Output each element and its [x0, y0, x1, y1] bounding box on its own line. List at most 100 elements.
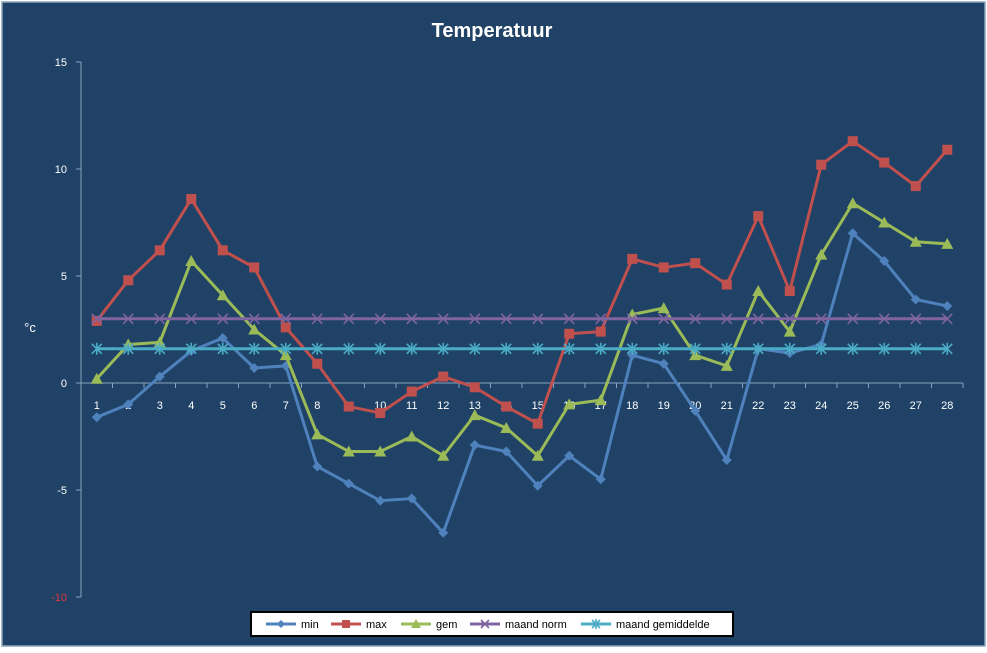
data-point: [532, 342, 544, 355]
data-point: [879, 256, 890, 267]
data-point: [91, 412, 102, 423]
data-point: [249, 363, 260, 374]
data-point: [784, 342, 796, 355]
data-point: [626, 342, 638, 355]
data-point: [942, 300, 953, 311]
data-point: [406, 342, 418, 355]
x-tick-label: 21: [721, 400, 733, 412]
chart-title: Temperatuur: [432, 20, 553, 42]
data-point: [343, 401, 354, 412]
data-point: [312, 461, 323, 472]
legend: min max gem maand norm maand gemiddelde: [250, 611, 734, 637]
data-point: [374, 342, 386, 355]
data-point: [437, 313, 449, 325]
legend-label: gem: [436, 619, 457, 631]
data-point: [280, 313, 292, 325]
series-line: [95, 139, 949, 426]
data-point: [280, 322, 291, 333]
data-point: [185, 255, 198, 267]
data-point: [217, 313, 229, 325]
data-point: [154, 313, 166, 325]
data-point: [500, 421, 513, 433]
data-point: [311, 313, 323, 325]
data-point: [374, 445, 387, 457]
y-tick-label: 0: [61, 378, 67, 390]
data-point: [910, 313, 922, 325]
legend-entry: max: [331, 619, 387, 631]
data-point: [847, 228, 858, 239]
data-point: [469, 382, 480, 393]
data-point: [595, 342, 607, 355]
data-point: [280, 342, 292, 355]
x-tick-label: 27: [910, 400, 922, 412]
data-point: [91, 342, 103, 355]
data-point: [752, 284, 765, 296]
data-point: [311, 428, 324, 440]
data-point: [343, 478, 354, 489]
data-point: [721, 279, 732, 290]
data-point: [942, 144, 953, 155]
data-point: [879, 157, 890, 168]
x-tick-label: 3: [157, 400, 163, 412]
data-point: [375, 407, 386, 418]
data-point: [910, 342, 922, 355]
data-point: [690, 258, 701, 269]
data-point: [532, 418, 543, 429]
y-tick-label: 5: [61, 271, 67, 283]
data-point: [248, 313, 260, 325]
x-tick-label: 13: [469, 400, 481, 412]
x-tick-label: 15: [532, 400, 544, 412]
data-point: [847, 342, 859, 355]
series-maand-gemiddelde: [91, 342, 953, 355]
legend-entry: maand gemiddelde: [581, 619, 710, 631]
x-tick-label: 22: [752, 400, 764, 412]
axes: [76, 61, 964, 598]
data-point: [784, 313, 796, 325]
legend-label: max: [366, 619, 387, 631]
data-point: [468, 409, 481, 421]
legend-entry: min: [266, 619, 319, 631]
data-point: [343, 342, 355, 355]
data-point: [690, 405, 701, 416]
data-point: [342, 445, 355, 457]
data-point: [217, 333, 228, 344]
series-max: [91, 136, 953, 429]
series-layer: [90, 136, 954, 538]
data-point: [815, 342, 827, 355]
data-point: [185, 313, 197, 325]
data-point: [501, 401, 512, 412]
y-tick-label: 10: [55, 164, 67, 176]
x-tick-label: 25: [847, 400, 859, 412]
data-point: [910, 181, 921, 192]
data-point: [594, 394, 607, 406]
legend-label: maand gemiddelde: [616, 619, 710, 631]
x-tick-label: 12: [437, 400, 449, 412]
x-tick-label: 11: [406, 400, 417, 412]
data-point: [311, 342, 323, 355]
data-point: [312, 358, 323, 369]
data-point: [689, 342, 701, 355]
x-tick-label: 24: [815, 400, 827, 412]
data-point: [405, 430, 418, 442]
data-point: [249, 262, 260, 273]
x-tick-label: 6: [251, 400, 257, 412]
data-point: [438, 527, 449, 538]
data-point: [406, 493, 417, 504]
data-point: [878, 342, 890, 355]
data-point: [941, 313, 953, 325]
data-point: [531, 449, 544, 461]
x-tick-label: 4: [188, 400, 194, 412]
series-maand-norm: [91, 313, 953, 325]
y-tick-label: -5: [57, 485, 67, 497]
series-line: [95, 201, 948, 458]
data-point: [847, 313, 859, 325]
data-point: [123, 399, 134, 410]
data-point: [248, 323, 261, 335]
data-point: [878, 216, 891, 228]
data-point: [469, 313, 481, 325]
data-point: [563, 342, 575, 355]
data-point: [563, 398, 576, 410]
legend-entry: maand norm: [470, 619, 567, 631]
data-point: [721, 342, 733, 355]
